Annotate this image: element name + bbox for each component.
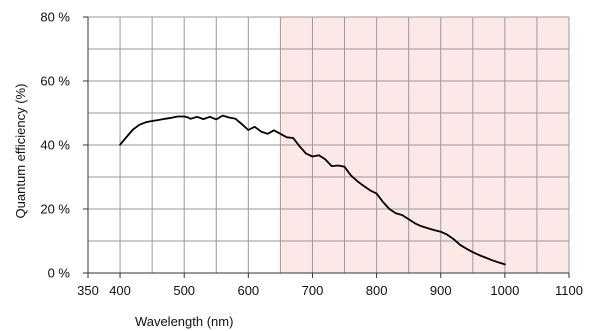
y-axis-title: Quantum efficiency (%) xyxy=(13,84,28,219)
x-tick-label: 350 xyxy=(77,283,99,298)
x-tick-label: 800 xyxy=(366,283,388,298)
x-tick-label: 700 xyxy=(302,283,324,298)
x-tick-label: 1000 xyxy=(490,283,519,298)
x-tick-label: 400 xyxy=(109,283,131,298)
quantum-efficiency-curve xyxy=(119,114,506,266)
x-axis-title: Wavelength (nm) xyxy=(135,314,234,329)
tick-label-layer: 350 400 500 600 700 800 900 1000 1100 0 % 20 % 40 %… xyxy=(40,10,583,299)
series-layer xyxy=(119,114,506,266)
y-tick-label: 60 % xyxy=(40,74,70,89)
x-tick-label: 900 xyxy=(430,283,452,298)
x-tick-label: 600 xyxy=(237,283,259,298)
y-tick-label: 40 % xyxy=(40,138,70,153)
grid-layer xyxy=(88,16,570,273)
y-tick-label: 0 % xyxy=(48,266,71,281)
x-tick-label: 500 xyxy=(173,283,195,298)
y-tick-label: 20 % xyxy=(40,202,70,217)
y-tick-label: 80 % xyxy=(40,10,70,25)
x-tick-label: 1100 xyxy=(555,283,583,298)
